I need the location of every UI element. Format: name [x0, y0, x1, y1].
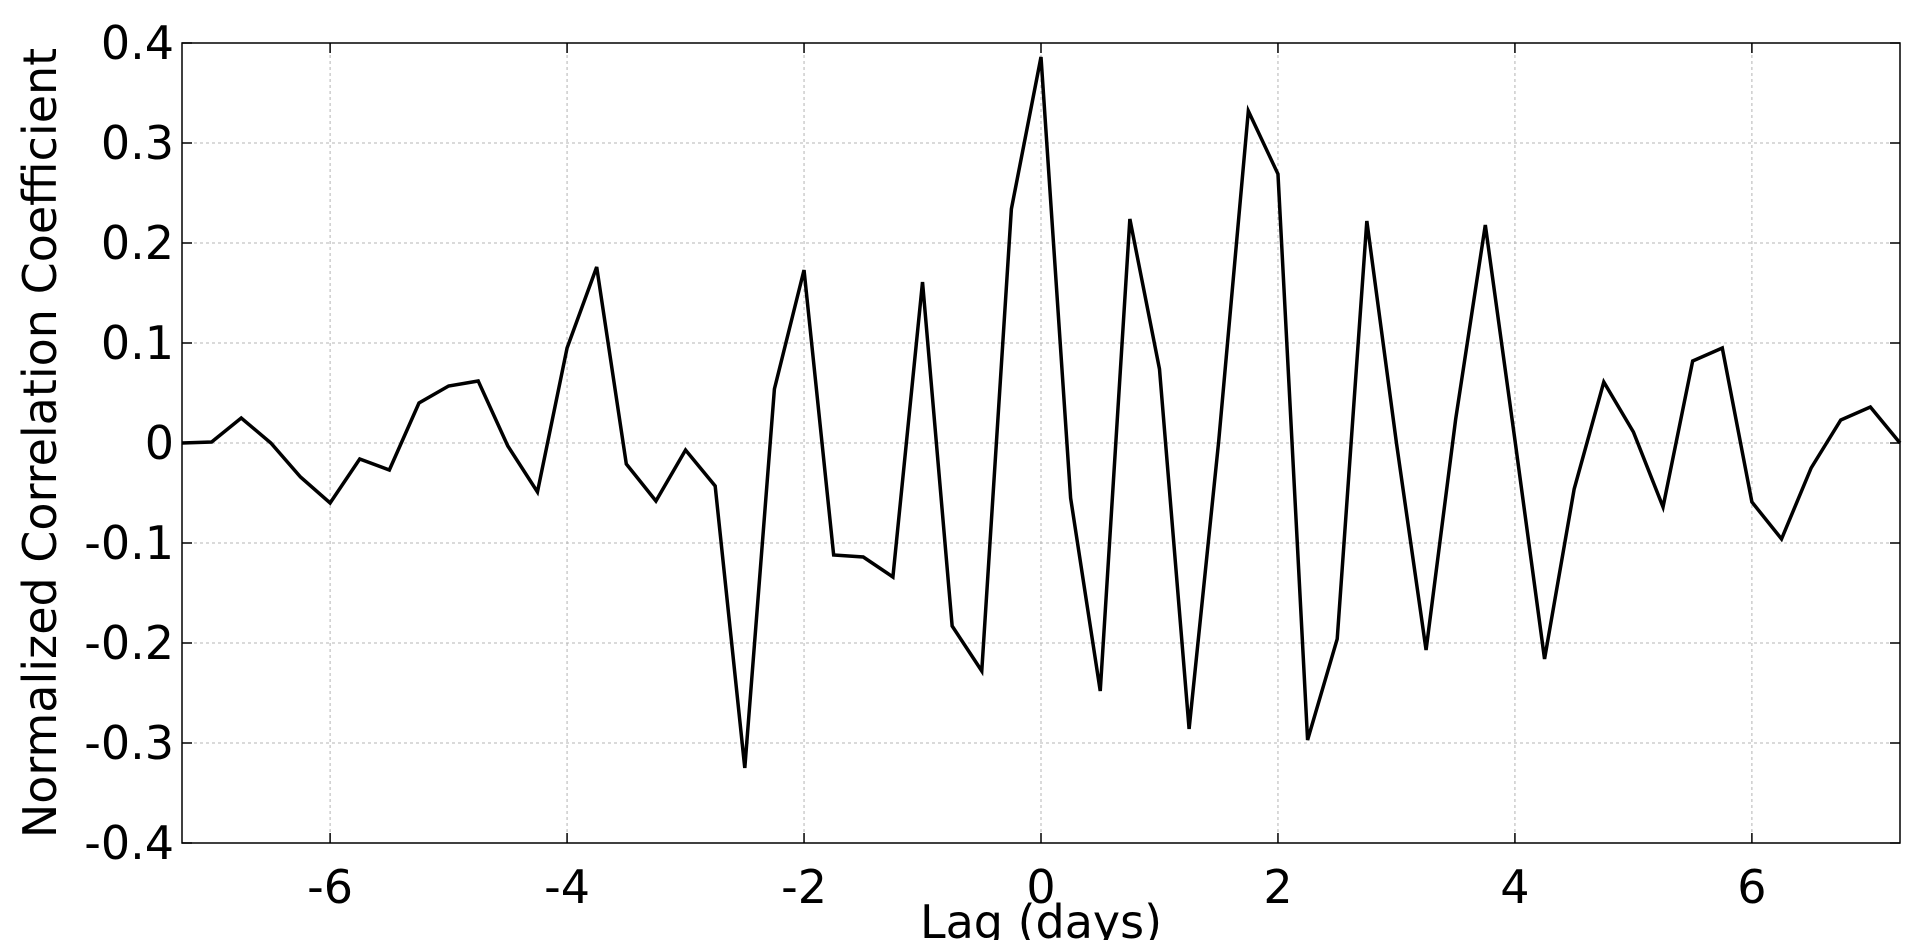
y-tick-label: -0.3: [84, 716, 174, 770]
y-tick-label: 0.2: [101, 216, 174, 270]
x-tick-label: 2: [1263, 860, 1292, 914]
x-axis-label: Lag (days): [920, 895, 1162, 940]
y-tick-label: 0.4: [101, 16, 174, 70]
y-tick-label: 0.3: [101, 116, 174, 170]
y-tick-label: -0.1: [84, 516, 174, 570]
series-line: [181, 56, 1902, 769]
x-tick-label: -4: [544, 860, 590, 914]
y-tick-label: -0.4: [84, 816, 174, 870]
x-tick-label: 0: [1026, 860, 1055, 914]
y-tick-label: -0.2: [84, 616, 174, 670]
y-tick-label: 0.1: [101, 316, 174, 370]
x-tick-label: 6: [1737, 860, 1766, 914]
x-tick-label: -2: [781, 860, 827, 914]
x-tick-label: -6: [307, 860, 353, 914]
y-tick-label: 0: [145, 416, 174, 470]
x-tick-labels: -6 -4 -2 0 2 4 6: [307, 860, 1766, 914]
y-tick-labels: -0.4 -0.3 -0.2 -0.1 0 0.1 0.2 0.3 0.4: [84, 16, 174, 870]
x-tick-label: 4: [1500, 860, 1529, 914]
grid-lines: [182, 42, 1900, 844]
y-axis-label: Normalized Correlation Coefficient: [13, 48, 67, 838]
